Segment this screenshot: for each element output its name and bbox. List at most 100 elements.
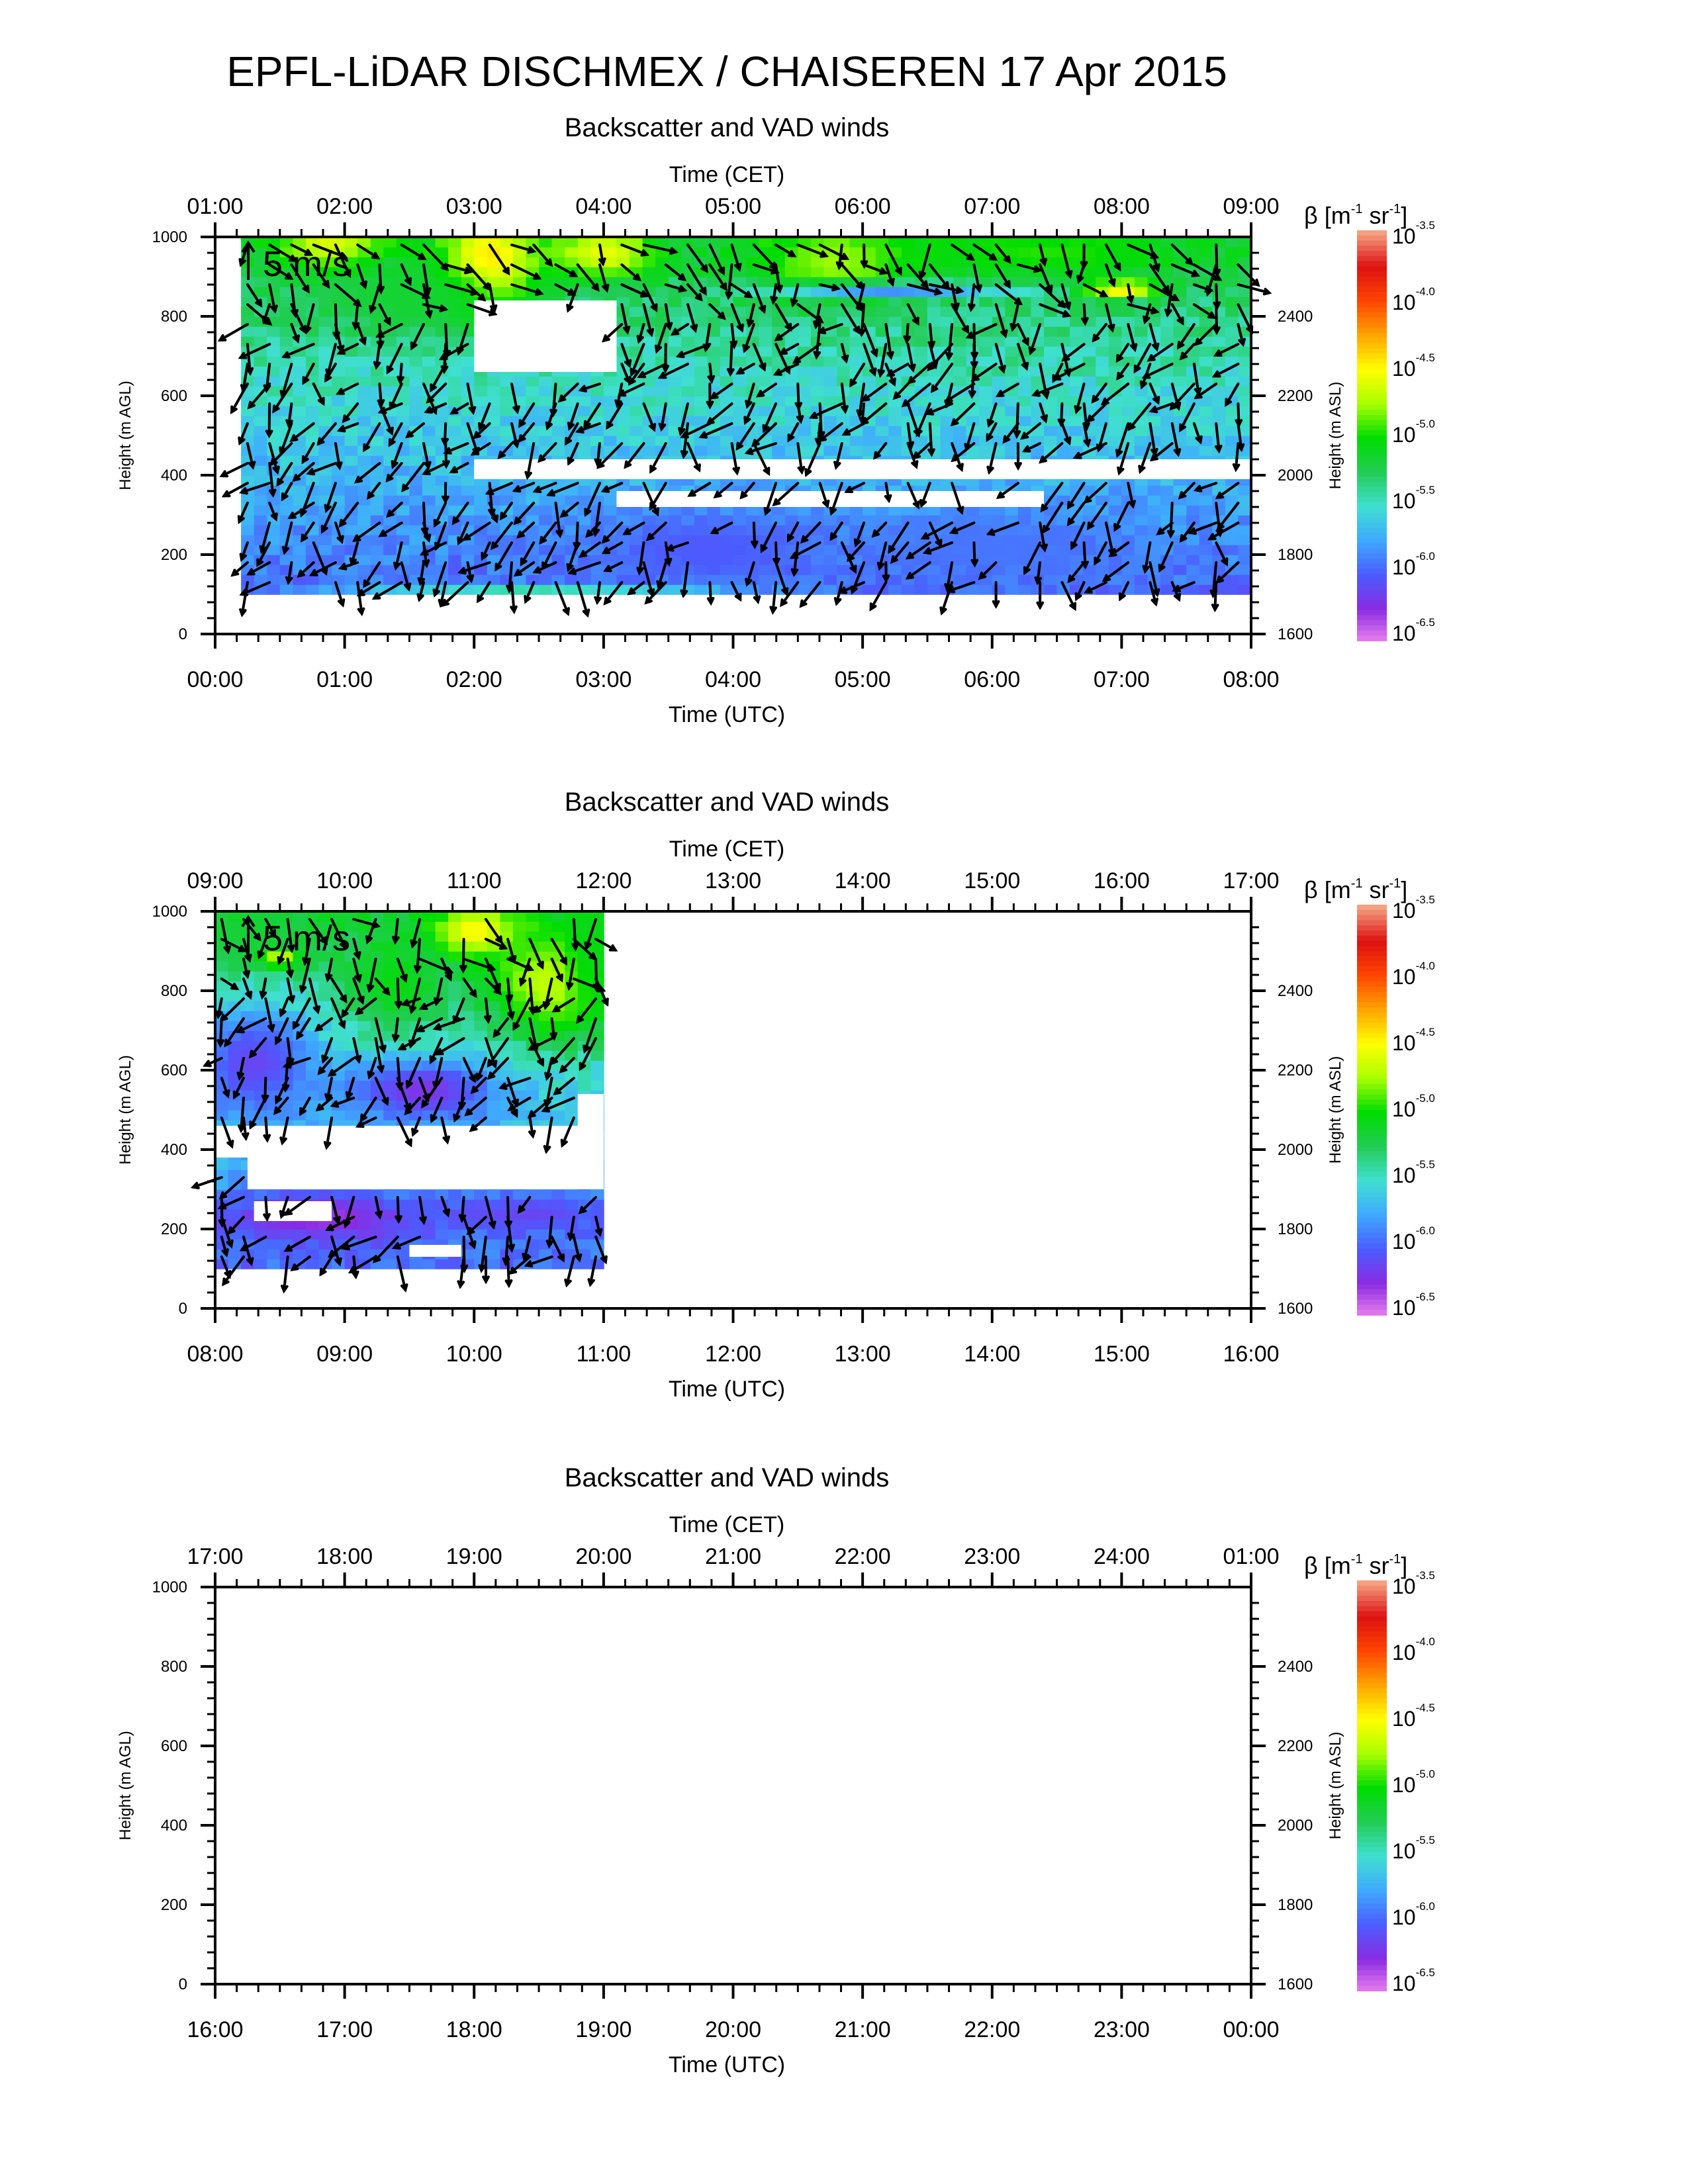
field-cell (241, 465, 255, 476)
field-cell (1147, 505, 1161, 516)
field-cell (370, 435, 385, 446)
colorbar-step (1357, 563, 1387, 570)
field-cell (577, 445, 592, 456)
field-cell (992, 515, 1006, 525)
field-cell (1005, 565, 1019, 575)
field-cell (668, 416, 682, 426)
field-cell (823, 336, 837, 347)
field-cell (1044, 336, 1058, 347)
field-cell (694, 366, 708, 377)
field-cell (383, 287, 397, 297)
field-cell (1160, 316, 1174, 327)
field-cell (733, 406, 747, 416)
field-cell (1005, 247, 1019, 257)
field-cell (1108, 406, 1123, 416)
field-cell (241, 316, 255, 327)
field-cell (1173, 376, 1187, 387)
field-cell (810, 386, 825, 396)
field-cell (1238, 565, 1252, 575)
field-cell (1238, 356, 1252, 367)
field-cell (630, 525, 643, 535)
field-cell (759, 376, 773, 387)
field-cell (849, 247, 863, 257)
field-cell (746, 366, 760, 377)
field-cell (254, 515, 268, 525)
field-cell (901, 584, 915, 595)
colorbar-tick-label: 10-4.0 (1392, 285, 1435, 314)
field-cell (396, 306, 410, 317)
field-cell (461, 346, 475, 357)
field-cell (992, 237, 1006, 248)
field-cell (810, 257, 825, 267)
field-cell (1031, 306, 1045, 317)
field-cell (630, 396, 643, 406)
field-cell (694, 237, 708, 248)
field-cell (1134, 495, 1149, 506)
field-cell (318, 574, 332, 585)
field-cell (616, 435, 630, 446)
field-cell (1031, 396, 1045, 406)
field-cell (681, 545, 695, 555)
field-cell (344, 277, 358, 287)
field-cell (875, 396, 890, 406)
field-cell (914, 396, 928, 406)
field-cell (746, 247, 760, 257)
field-cell (461, 376, 475, 387)
field-cell (720, 406, 734, 416)
field-cell (577, 247, 592, 257)
field-cell (461, 416, 475, 426)
colorbar-step (1357, 430, 1387, 436)
colorbar-step (1357, 415, 1387, 421)
field-cell (784, 376, 799, 387)
field-cell (241, 416, 255, 426)
field-cell (1096, 346, 1109, 357)
field-cell (500, 396, 514, 406)
field-cell (979, 445, 993, 456)
field-cell (577, 535, 592, 545)
field-cell (1108, 306, 1123, 317)
field-cell (810, 296, 825, 307)
colorbar-step (1357, 317, 1387, 324)
field-cell (823, 267, 837, 277)
field-cell (953, 574, 967, 585)
field-cell (694, 326, 708, 337)
field-cell (565, 277, 579, 287)
y-tick-label-asl: 1800 (1278, 546, 1313, 564)
field-cell (279, 287, 294, 297)
field-cell (616, 574, 630, 585)
field-cell (370, 555, 385, 565)
field-cell (305, 296, 320, 307)
field-cell (422, 435, 436, 446)
field-cell (1005, 396, 1019, 406)
field-cell (979, 306, 993, 317)
field-cell (798, 287, 812, 297)
colorbar-step (1357, 518, 1387, 523)
field-cell (551, 565, 565, 575)
colorbar-step (1357, 312, 1387, 318)
field-cell (396, 326, 410, 337)
field-cell (448, 505, 462, 516)
field-cell (810, 555, 825, 565)
field-cell (1031, 515, 1045, 525)
field-cell (293, 555, 306, 565)
field-cell (953, 277, 967, 287)
field-cell (1225, 426, 1239, 436)
field-cell (1225, 326, 1239, 337)
field-cell (487, 525, 501, 535)
field-cell (241, 495, 255, 506)
field-cell (888, 237, 902, 248)
field-cell (1082, 366, 1097, 377)
field-cell (927, 296, 941, 307)
field-cell (1121, 396, 1135, 406)
field-cell (798, 267, 812, 277)
field-cell (979, 346, 993, 357)
field-cell (707, 435, 721, 446)
field-cell (409, 584, 423, 595)
field-cell (603, 574, 618, 585)
field-cell (1096, 495, 1109, 506)
field-cell (1212, 356, 1226, 367)
field-cell (1212, 406, 1226, 416)
field-cell (1005, 336, 1019, 347)
field-cell (733, 525, 747, 535)
colorbar-step (1357, 600, 1387, 606)
